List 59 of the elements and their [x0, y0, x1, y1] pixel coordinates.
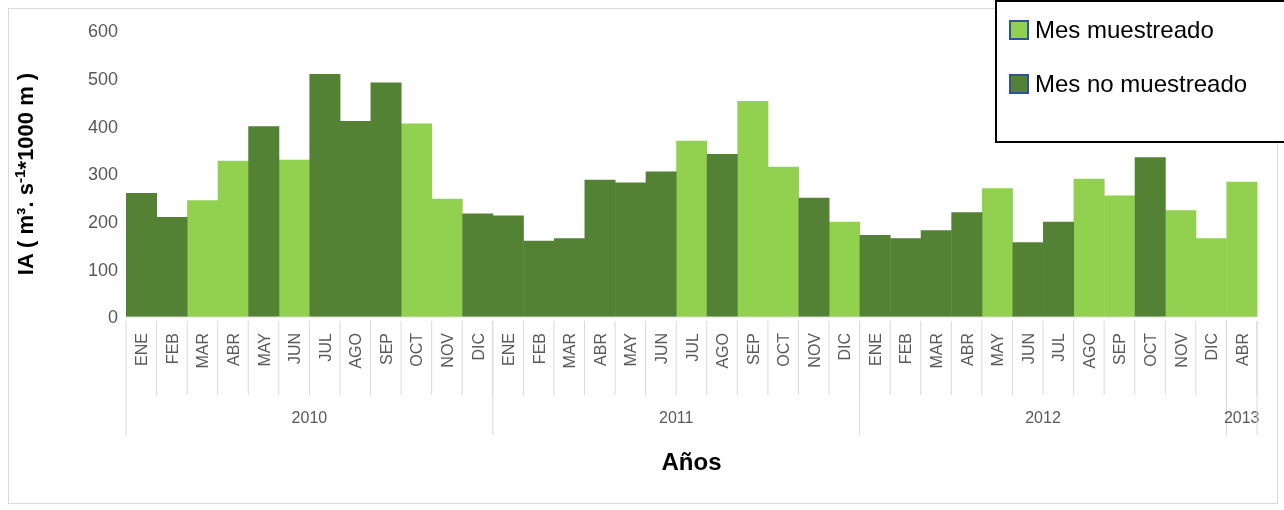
x-tick-label: OCT	[1142, 332, 1160, 367]
x-tick-label: FEB	[530, 333, 548, 365]
text: 2013	[1223, 409, 1260, 426]
x-tick-label: MAY	[255, 332, 273, 367]
x-tick-label: JUN	[286, 333, 304, 365]
x-tick-label: DIC	[1203, 333, 1221, 361]
x-tick-label: DIC	[469, 333, 487, 361]
x-tick-label: MAR	[194, 333, 212, 369]
y-tick-label: 300	[87, 164, 118, 185]
bar	[676, 140, 708, 317]
x-tick-label: JUN	[652, 333, 670, 365]
x-tick-label: JUL	[683, 332, 701, 362]
y-tick-label: 400	[87, 116, 118, 137]
x-tick-label: ABR	[224, 333, 242, 366]
x-tick-label: NOV	[805, 332, 823, 368]
bar	[829, 221, 861, 317]
x-tick-label: AGO	[714, 333, 732, 369]
y-tick-label: 100	[87, 259, 118, 280]
bar	[278, 159, 310, 317]
x-tick-label: ENE	[500, 333, 518, 366]
text: 2011	[659, 409, 694, 426]
x-tick-label: OCT	[408, 332, 426, 367]
x-tick-label: MAY	[622, 332, 640, 367]
x-tick-label: FEB	[163, 333, 181, 365]
text: 2012	[1025, 409, 1061, 426]
x-tick-label: ABR	[591, 333, 609, 366]
x-tick-label: JUL	[1050, 332, 1068, 362]
x-tick-label: ABR	[958, 333, 976, 366]
bar	[706, 153, 738, 317]
x-tick-label: SEP	[1111, 333, 1129, 366]
x-tick-label: AGO	[347, 333, 365, 369]
x-tick-label: SEP	[744, 333, 762, 366]
x-axis-title: Años	[660, 448, 723, 476]
legend-label: Mes muestreado	[1035, 16, 1214, 44]
x-tick-label: JUN	[1019, 333, 1037, 365]
x-tick-label: MAR	[928, 333, 946, 369]
x-tick-label: NOV	[1172, 332, 1190, 368]
bar	[248, 126, 280, 317]
y-tick-label: 500	[87, 69, 118, 90]
text: 2010	[291, 409, 328, 426]
y-tick-label: 200	[87, 212, 118, 233]
x-tick-label: SEP	[377, 333, 395, 366]
x-tick-label: MAR	[561, 333, 579, 369]
x-tick-label: AGO	[1080, 333, 1098, 369]
x-tick-label: OCT	[775, 332, 793, 367]
x-tick-label: DIC	[836, 333, 854, 361]
x-tick-label: MAY	[989, 332, 1007, 367]
y-tick-label: 0	[107, 307, 118, 328]
bar	[1134, 157, 1166, 317]
bar	[981, 188, 1013, 317]
x-tick-label: JUL	[316, 332, 334, 362]
x-tick-label: ABR	[1233, 333, 1251, 366]
x-tick-label: ENE	[133, 333, 151, 366]
y-tick-label: 600	[87, 21, 118, 42]
bar	[798, 197, 830, 317]
legend-label: Mes no muestreado	[1035, 70, 1248, 98]
x-tick-label: NOV	[438, 332, 456, 368]
x-tick-label: ENE	[866, 333, 884, 366]
x-tick-label: FEB	[897, 333, 915, 365]
